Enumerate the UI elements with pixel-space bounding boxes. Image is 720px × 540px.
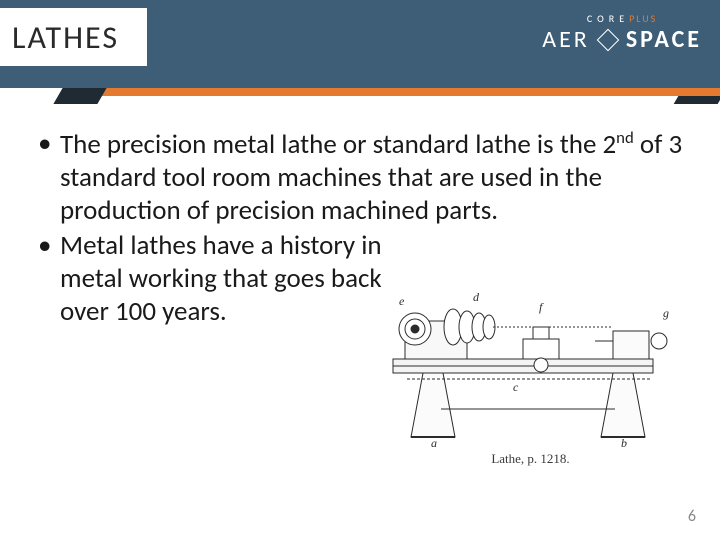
bullet-2-text: Metal lathes have a history in metal wor…: [60, 230, 390, 329]
brand-core: CORE: [587, 12, 629, 25]
brand-top-line: COREPLUS: [542, 14, 702, 24]
bullet-1-pre: The precision metal lathe or standard la…: [60, 128, 616, 161]
brand-plus: PLUS: [629, 12, 657, 25]
brand-logo: COREPLUS AER SPACE: [542, 14, 702, 52]
fig-label-d: d: [473, 290, 480, 304]
page-number: 6: [688, 507, 696, 526]
fig-label-b: b: [621, 436, 627, 449]
accent-orange: [78, 88, 720, 96]
figure-caption: Lathe, p. 1218.: [491, 451, 569, 467]
fig-label-f: f: [539, 300, 544, 314]
accent-dark-right: [674, 96, 720, 104]
fig-label-g: g: [663, 306, 669, 320]
brand-hex-icon: [597, 29, 620, 52]
slide-title: LATHES: [12, 18, 119, 57]
brand-aer: AER: [542, 28, 590, 52]
brand-main-line: AER SPACE: [542, 28, 702, 52]
accent-bar: [0, 88, 720, 108]
bullet-1-sup: nd: [616, 128, 634, 148]
title-tab: LATHES: [0, 8, 147, 66]
fig-label-a: a: [431, 436, 437, 449]
accent-dark-left: [53, 88, 106, 104]
lathe-figure: a b e d f g c Lathe, p. 1218.: [363, 262, 698, 467]
lathe-illustration: a b e d f g c: [363, 269, 698, 449]
fig-label-e: e: [399, 294, 405, 308]
bullet-1: The precision metal lathe or standard la…: [32, 128, 688, 228]
slide-header: LATHES COREPLUS AER SPACE: [0, 0, 720, 88]
fig-label-c: c: [513, 380, 519, 394]
brand-space: SPACE: [626, 28, 702, 52]
